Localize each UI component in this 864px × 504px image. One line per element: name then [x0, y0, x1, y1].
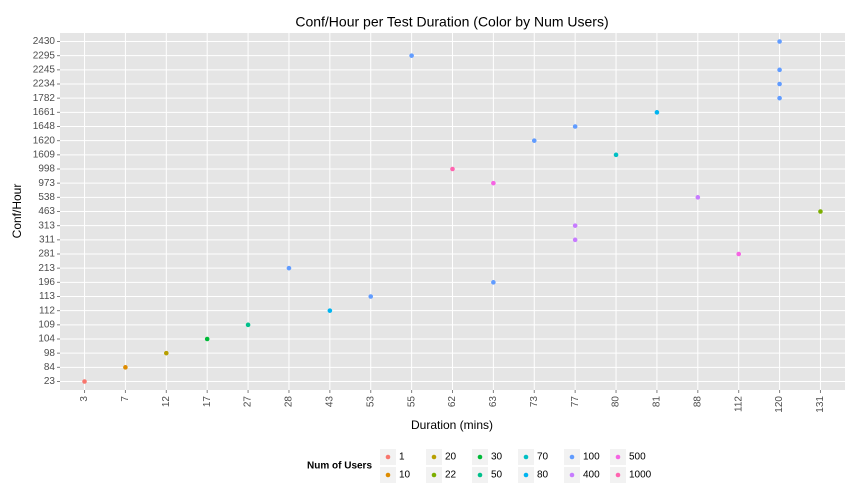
legend-label: 500: [629, 452, 646, 463]
y-tick-label: 113: [39, 291, 55, 302]
legend-key: [615, 472, 621, 478]
y-tick-label: 23: [44, 376, 56, 387]
point: [736, 251, 741, 257]
x-tick-label: 63: [488, 396, 499, 408]
x-tick-label: 112: [733, 396, 744, 412]
y-tick-label: 213: [38, 263, 55, 274]
y-tick-label: 463: [38, 206, 55, 217]
x-tick-label: 12: [161, 396, 172, 408]
legend-label: 100: [583, 452, 600, 463]
y-tick-label: 281: [38, 249, 55, 260]
y-tick-label: 1661: [33, 107, 56, 118]
x-tick-label: 120: [774, 396, 785, 413]
legend-label: 80: [537, 470, 549, 481]
legend-label: 1000: [629, 470, 652, 481]
y-tick-label: 538: [38, 192, 55, 203]
legend-label: 22: [445, 470, 457, 481]
legend-title: Num of Users: [307, 461, 372, 472]
x-axis-title: Duration (mins): [411, 418, 493, 432]
legend-label: 70: [537, 452, 549, 463]
point: [82, 379, 87, 384]
y-tick-label: 1648: [33, 121, 56, 132]
point: [777, 95, 782, 101]
y-tick-label: 313: [38, 220, 55, 231]
y-tick-label: 104: [38, 334, 55, 345]
legend-key: [615, 454, 621, 460]
x-tick-label: 81: [652, 396, 663, 408]
point: [164, 350, 169, 356]
point: [531, 138, 537, 143]
y-tick-label: 2234: [33, 79, 56, 90]
point: [777, 81, 782, 87]
point: [491, 180, 496, 186]
y-axis-title: Conf/Hour: [10, 184, 24, 239]
point: [245, 322, 251, 328]
legend-key: [477, 472, 483, 478]
x-tick-label: 43: [324, 396, 335, 408]
x-tick-label: 77: [570, 396, 581, 408]
x-tick-label: 17: [202, 396, 213, 408]
legend-label: 10: [399, 470, 411, 481]
y-tick-label: 1620: [33, 135, 56, 146]
x-tick-label: 28: [284, 396, 295, 408]
y-tick-label: 84: [44, 362, 56, 373]
point: [613, 152, 619, 158]
y-tick-label: 98: [44, 348, 56, 359]
legend-key: [523, 472, 529, 478]
x-tick-label: 80: [611, 396, 622, 408]
x-tick-label: 88: [692, 396, 703, 408]
y-tick-label: 196: [38, 277, 55, 288]
point: [286, 265, 292, 271]
legend-key: [569, 454, 575, 460]
y-tick-label: 109: [38, 319, 55, 330]
point: [123, 365, 128, 370]
y-tick-label: 2430: [33, 36, 56, 47]
point: [572, 124, 578, 129]
point: [695, 195, 701, 200]
x-tick-label: 7: [120, 396, 131, 402]
point: [777, 67, 782, 73]
legend-label: 400: [583, 470, 600, 481]
y-tick-label: 973: [38, 178, 55, 189]
point: [491, 280, 496, 285]
y-tick-label: 2245: [33, 64, 56, 75]
point: [777, 39, 782, 44]
y-tick-label: 998: [38, 164, 55, 175]
legend-key: [431, 454, 437, 460]
point: [450, 166, 455, 172]
legend-label: 20: [445, 452, 457, 463]
legend-key: [523, 454, 529, 460]
point: [204, 336, 210, 342]
point: [327, 308, 333, 313]
legend-key: [431, 472, 437, 478]
legend-key: [385, 454, 391, 460]
point: [654, 110, 660, 115]
point: [409, 53, 414, 58]
x-tick-label: 53: [365, 396, 376, 408]
point: [572, 223, 578, 228]
y-tick-label: 1782: [33, 93, 56, 104]
legend-label: 30: [491, 452, 503, 463]
point: [818, 209, 823, 214]
legend-key: [477, 454, 483, 460]
x-tick-label: 73: [529, 396, 540, 408]
point: [368, 294, 374, 299]
legend-label: 50: [491, 470, 503, 481]
x-tick-label: 3: [79, 396, 90, 402]
point: [572, 237, 578, 243]
legend-label: 1: [399, 452, 405, 463]
y-tick-label: 311: [39, 234, 55, 245]
x-tick-label: 131: [815, 396, 826, 413]
y-tick-label: 112: [39, 305, 55, 316]
legend-key: [385, 472, 391, 478]
x-tick-label: 55: [406, 396, 417, 408]
x-tick-label: 62: [447, 396, 458, 408]
y-tick-label: 1609: [33, 149, 56, 160]
legend-key: [569, 472, 575, 478]
x-tick-label: 27: [243, 396, 254, 408]
chart-title: Conf/Hour per Test Duration (Color by Nu…: [295, 14, 608, 30]
y-tick-label: 2295: [33, 50, 56, 61]
